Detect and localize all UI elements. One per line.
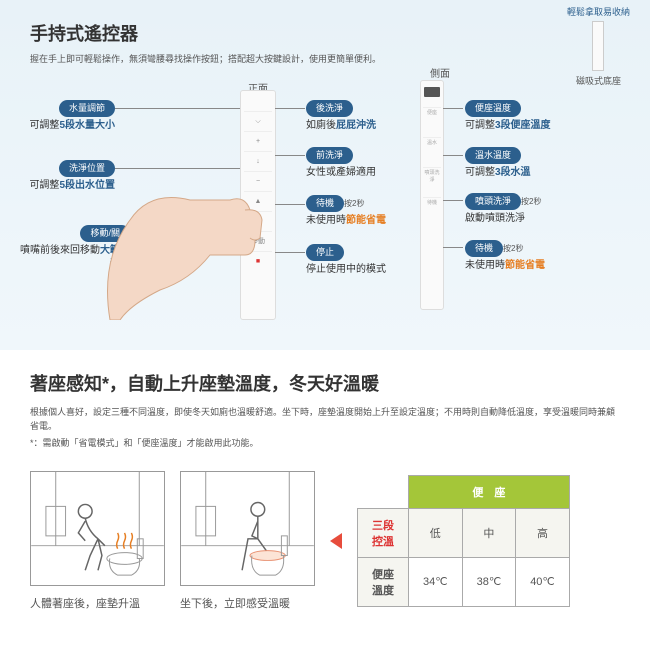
callout-box: 待機 — [306, 195, 344, 212]
main-title: 手持式遙控器 — [30, 20, 620, 46]
temp-table: 便 座 三段 控溫 低 中 高 便座 溫度 34℃ 38℃ 40℃ — [357, 475, 570, 607]
callout-box: 水量調節 — [59, 100, 115, 117]
dock-easy-text: 輕鬆拿取易收納 — [567, 5, 630, 18]
section-sub1: 根據個人喜好，設定三種不同溫度，即使冬天如廁也溫暖舒適。坐下時，座墊溫度開始上升… — [30, 406, 620, 433]
remote-side: 便座 溫水 噴頭洗淨 待機 — [420, 80, 444, 310]
section-sub2: *：需啟動「省電模式」和「便座溫度」才能啟用此功能。 — [30, 437, 620, 451]
callout-box: 溫水溫度 — [465, 147, 521, 164]
section-title: 著座感知*，自動上升座墊溫度，冬天好溫暖 — [30, 370, 620, 396]
callout-box: 前洗淨 — [306, 147, 353, 164]
arrow-icon — [330, 533, 342, 549]
table-header: 便 座 — [409, 475, 570, 508]
side-label: 側面 — [430, 65, 450, 80]
subtitle: 握在手上即可輕鬆操作，無須彎腰尋找操作按鈕；搭配超大按鍵設計，使用更簡單便利。 — [30, 52, 620, 65]
callout-box: 後洗淨 — [306, 100, 353, 117]
small-remote-icon — [592, 21, 604, 71]
callout-box: 停止 — [306, 244, 344, 261]
diagram-1: 人體著座後，座墊升溫 — [30, 471, 165, 611]
row-label: 三段 控溫 — [358, 508, 409, 557]
diagram-caption-1: 人體著座後，座墊升溫 — [30, 595, 165, 611]
callout-box: 待機 — [465, 240, 503, 257]
callout-box: 噴頭洗淨 — [465, 193, 521, 210]
row-label: 便座 溫度 — [358, 557, 409, 606]
hand-icon — [90, 160, 290, 320]
diagram-2: 坐下後，立即感受溫暖 — [180, 471, 315, 611]
dock-info: 輕鬆拿取易收納 磁吸式底座 — [567, 5, 630, 87]
callout-box: 便座溫度 — [465, 100, 521, 117]
diagram-caption-2: 坐下後，立即感受溫暖 — [180, 595, 315, 611]
